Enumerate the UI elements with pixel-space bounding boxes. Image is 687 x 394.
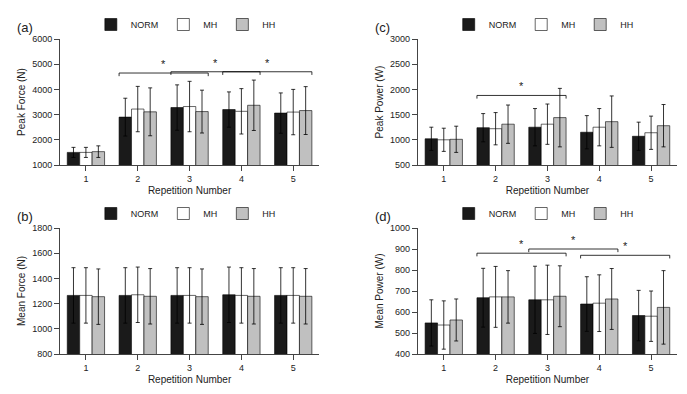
svg-text:Peak Force (N): Peak Force (N) — [16, 68, 27, 136]
svg-text:1600: 1600 — [32, 248, 52, 258]
svg-text:6000: 6000 — [32, 34, 52, 44]
svg-text:3: 3 — [187, 363, 192, 373]
svg-text:5: 5 — [649, 174, 654, 184]
svg-text:(d): (d) — [375, 209, 391, 224]
svg-text:2: 2 — [135, 363, 140, 373]
svg-text:1000: 1000 — [390, 223, 410, 233]
svg-text:2: 2 — [493, 174, 498, 184]
svg-text:HH: HH — [262, 209, 275, 219]
svg-text:*: * — [161, 58, 166, 70]
svg-text:800: 800 — [395, 265, 410, 275]
svg-text:*: * — [213, 57, 218, 69]
svg-text:3000: 3000 — [390, 34, 410, 44]
svg-text:700: 700 — [395, 286, 410, 296]
svg-text:900: 900 — [395, 244, 410, 254]
svg-text:1400: 1400 — [32, 274, 52, 284]
svg-text:500: 500 — [395, 160, 410, 170]
svg-text:Repetition Number: Repetition Number — [148, 185, 232, 196]
svg-text:1500: 1500 — [390, 110, 410, 120]
svg-text:5000: 5000 — [32, 59, 52, 69]
svg-text:MH: MH — [561, 209, 575, 219]
svg-text:*: * — [519, 80, 524, 92]
svg-text:HH: HH — [620, 20, 633, 30]
svg-text:1800: 1800 — [32, 223, 52, 233]
svg-text:1: 1 — [83, 363, 88, 373]
svg-text:2500: 2500 — [390, 59, 410, 69]
svg-text:3000: 3000 — [32, 110, 52, 120]
svg-text:3: 3 — [545, 174, 550, 184]
svg-text:NORM: NORM — [489, 209, 516, 219]
svg-text:MH: MH — [203, 20, 217, 30]
svg-text:*: * — [571, 234, 576, 246]
svg-text:Mean Power (W): Mean Power (W) — [374, 253, 385, 328]
svg-text:(b): (b) — [17, 209, 33, 224]
svg-text:600: 600 — [395, 307, 410, 317]
svg-text:MH: MH — [561, 20, 575, 30]
svg-text:(c): (c) — [375, 20, 390, 35]
svg-text:1: 1 — [441, 174, 446, 184]
svg-text:3: 3 — [187, 174, 192, 184]
svg-text:2: 2 — [135, 174, 140, 184]
svg-text:1000: 1000 — [390, 135, 410, 145]
svg-text:Mean Force (N): Mean Force (N) — [16, 256, 27, 326]
svg-text:NORM: NORM — [131, 20, 159, 30]
svg-text:4000: 4000 — [32, 85, 52, 95]
svg-text:HH: HH — [262, 20, 275, 30]
svg-text:3: 3 — [545, 363, 550, 373]
svg-text:1: 1 — [83, 174, 88, 184]
svg-text:Repetition Number: Repetition Number — [506, 374, 590, 385]
svg-text:5: 5 — [291, 363, 296, 373]
svg-text:2: 2 — [493, 363, 498, 373]
svg-text:Peak Power (W): Peak Power (W) — [374, 66, 385, 139]
svg-text:800: 800 — [37, 349, 52, 359]
svg-text:5: 5 — [291, 174, 296, 184]
svg-text:4: 4 — [239, 363, 244, 373]
svg-text:*: * — [519, 238, 524, 250]
svg-text:2000: 2000 — [32, 135, 52, 145]
svg-text:500: 500 — [395, 328, 410, 338]
svg-text:HH: HH — [620, 209, 633, 219]
svg-text:Repetition Number: Repetition Number — [506, 185, 590, 196]
svg-text:NORM: NORM — [131, 209, 159, 219]
svg-text:1000: 1000 — [32, 160, 52, 170]
svg-text:4: 4 — [597, 363, 602, 373]
svg-text:1200: 1200 — [32, 299, 52, 309]
svg-text:(a): (a) — [17, 20, 33, 35]
svg-text:*: * — [265, 57, 270, 69]
svg-text:NORM: NORM — [489, 20, 516, 30]
svg-text:1: 1 — [441, 363, 446, 373]
svg-text:1000: 1000 — [32, 324, 52, 334]
svg-text:5: 5 — [649, 363, 654, 373]
svg-text:Repetition Number: Repetition Number — [148, 374, 232, 385]
svg-text:*: * — [623, 240, 628, 252]
svg-text:4: 4 — [239, 174, 244, 184]
svg-text:2000: 2000 — [390, 85, 410, 95]
svg-text:MH: MH — [203, 209, 217, 219]
svg-text:400: 400 — [395, 349, 410, 359]
svg-text:4: 4 — [597, 174, 602, 184]
